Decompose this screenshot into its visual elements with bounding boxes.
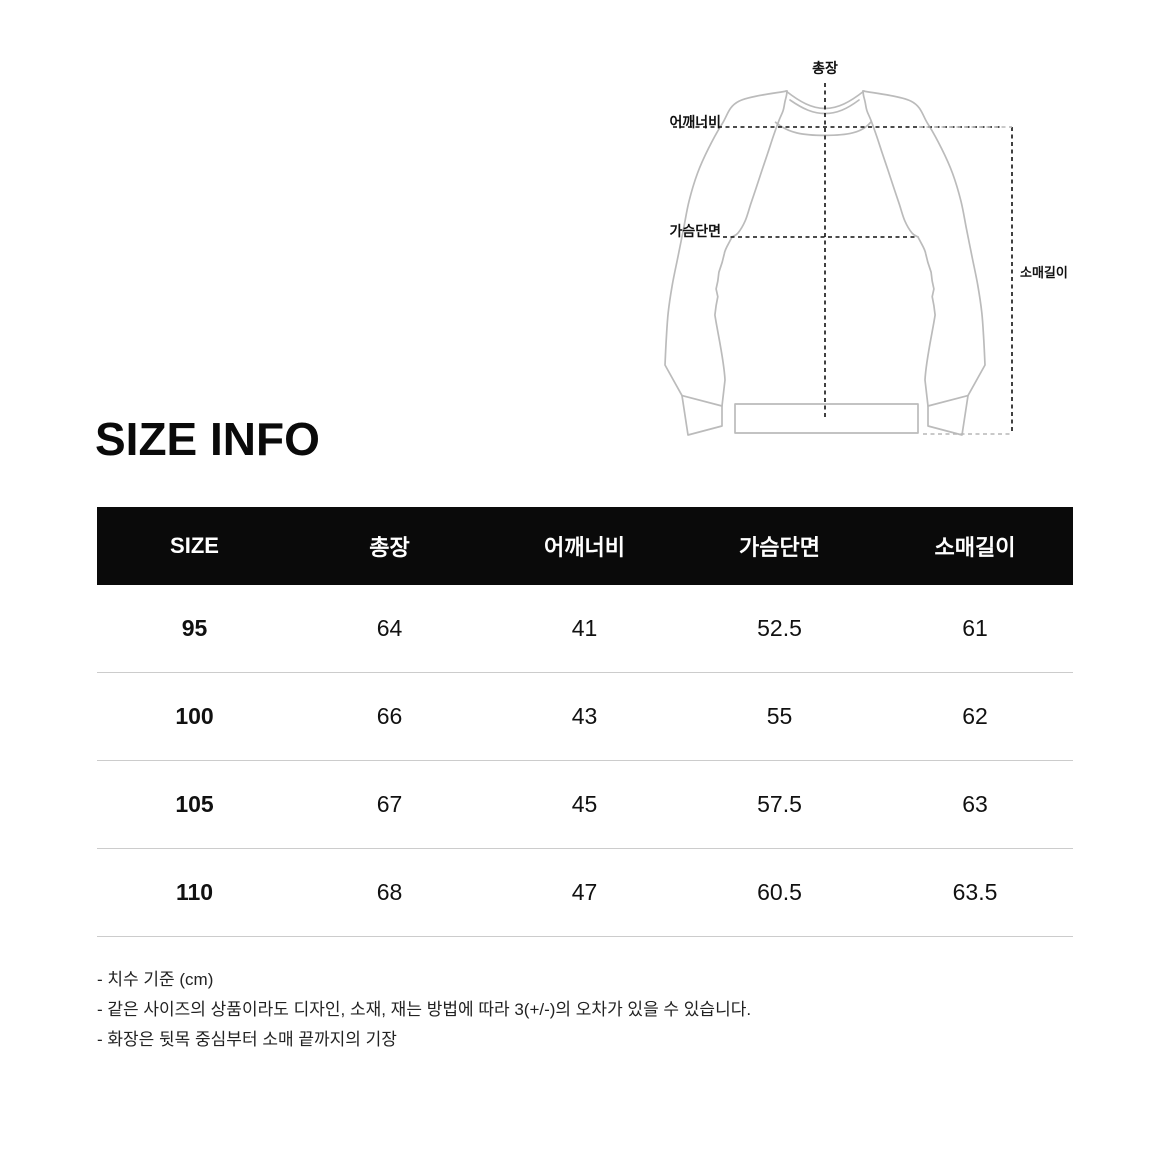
svg-text:소매길이: 소매길이 bbox=[1020, 265, 1068, 280]
svg-text:총장: 총장 bbox=[812, 60, 838, 76]
svg-text:어깨너비: 어깨너비 bbox=[669, 114, 721, 130]
svg-text:가슴단면: 가슴단면 bbox=[669, 223, 721, 239]
